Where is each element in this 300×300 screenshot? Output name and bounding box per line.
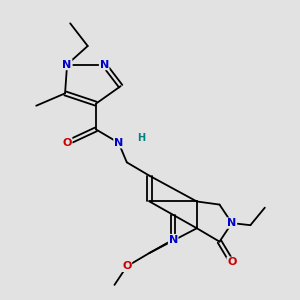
Text: N: N [169,235,178,244]
Text: H: H [137,133,145,142]
Text: O: O [62,138,72,148]
Text: O: O [227,257,236,267]
Text: N: N [227,218,236,228]
Text: N: N [100,59,109,70]
Text: N: N [114,138,123,148]
Text: O: O [122,261,131,272]
Text: N: N [62,59,72,70]
